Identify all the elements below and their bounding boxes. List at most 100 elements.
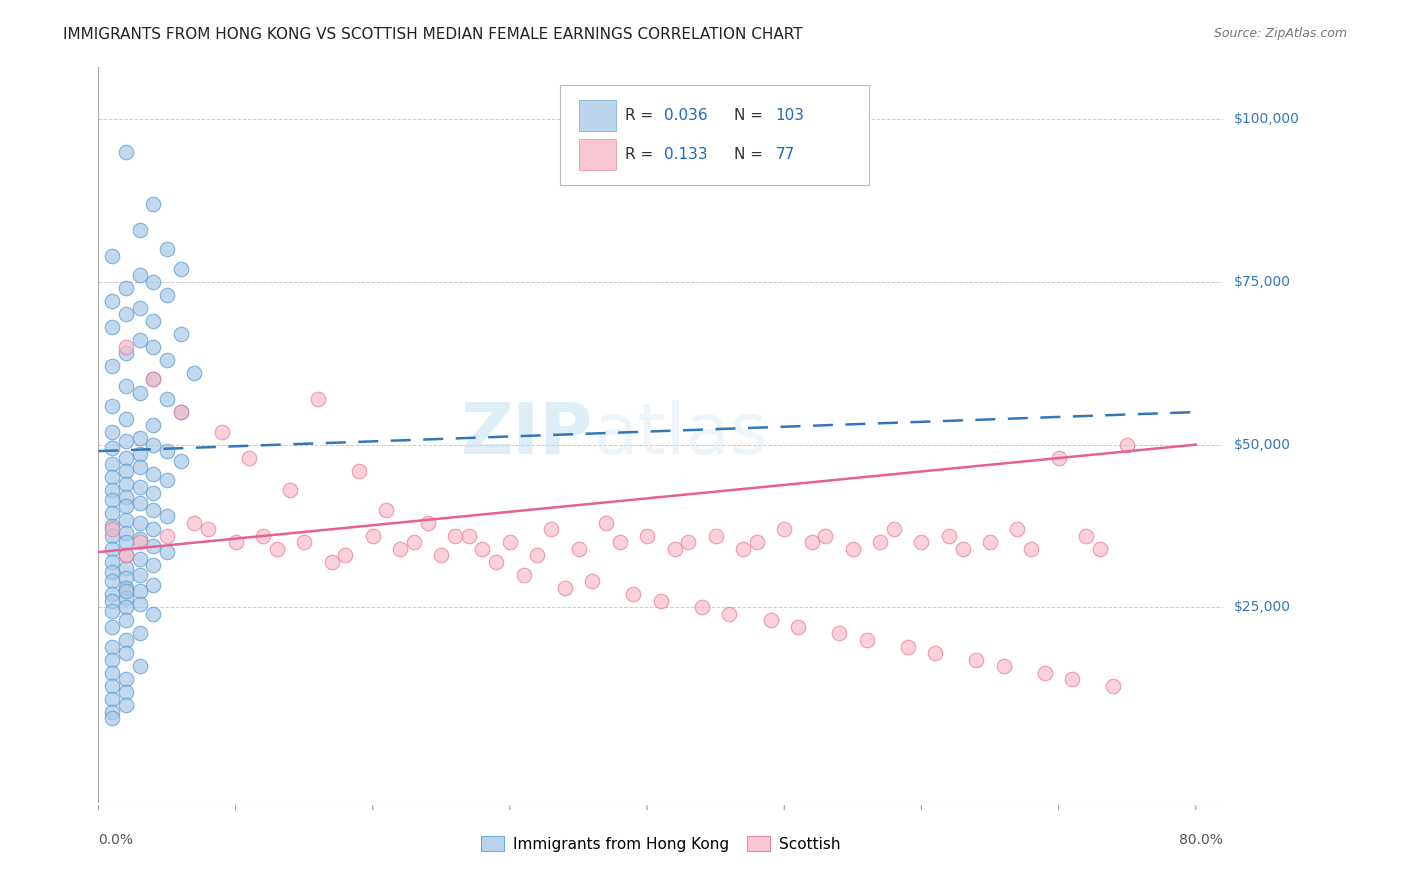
Point [128,301,150,315]
Point [101,640,124,654]
Point [142,502,165,516]
Point [101,652,124,666]
Point [855,632,877,647]
Point [101,441,124,455]
Point [733,541,755,556]
Point [115,614,138,628]
Text: N =: N = [734,147,773,162]
Point [402,535,425,549]
Point [101,483,124,498]
Point [979,535,1001,549]
Point [101,594,124,608]
Point [678,535,700,549]
Point [183,516,205,530]
Text: R =: R = [624,108,658,123]
Point [745,535,768,549]
Point [101,705,124,719]
Point [115,549,138,563]
Point [142,522,165,536]
Point [115,346,138,360]
Text: $100,000: $100,000 [1234,112,1301,126]
Point [759,614,782,628]
Point [128,334,150,348]
Text: ZIP: ZIP [461,401,593,469]
Point [142,539,165,553]
Point [115,512,138,526]
Point [128,460,150,475]
Point [128,385,150,400]
Text: 77: 77 [776,147,794,162]
Point [170,454,193,468]
Point [128,447,150,461]
FancyBboxPatch shape [579,100,616,131]
Point [211,425,233,439]
Point [101,425,124,439]
Point [526,549,548,563]
Point [156,242,179,256]
Point [1033,665,1056,680]
Point [115,464,138,478]
Point [704,529,727,543]
Point [142,437,165,451]
Legend: Immigrants from Hong Kong, Scottish: Immigrants from Hong Kong, Scottish [475,830,846,858]
Y-axis label: Median Female Earnings: Median Female Earnings [51,350,65,520]
Point [115,340,138,354]
Point [1088,541,1111,556]
Point [128,584,150,599]
Point [142,467,165,481]
Point [773,522,796,536]
Text: atlas: atlas [593,401,768,469]
Point [156,509,179,524]
Point [142,314,165,328]
Point [115,685,138,699]
Point [156,474,179,488]
Point [1074,529,1097,543]
Point [156,353,179,368]
Point [101,399,124,413]
Point [842,541,865,556]
Point [170,405,193,419]
Point [621,587,644,601]
Point [142,607,165,621]
Point [142,340,165,354]
Point [499,535,522,549]
Point [910,535,932,549]
Point [128,496,150,510]
Point [101,249,124,263]
Point [814,529,837,543]
Point [128,223,150,237]
Point [142,486,165,500]
Point [416,516,439,530]
Point [101,320,124,334]
Point [554,581,576,595]
Point [321,555,343,569]
Point [993,659,1015,673]
Point [156,392,179,406]
Point [115,476,138,491]
Point [361,529,384,543]
Point [266,541,288,556]
Point [115,379,138,393]
Point [335,549,357,563]
Point [128,597,150,611]
Point [444,529,467,543]
Point [128,567,150,582]
Point [115,411,138,425]
Text: 0.036: 0.036 [664,108,707,123]
Point [1007,522,1029,536]
Point [375,502,398,516]
Point [115,281,138,295]
Point [115,145,138,159]
Text: $50,000: $50,000 [1234,438,1291,451]
Point [609,535,631,549]
Point [115,600,138,615]
Point [115,535,138,549]
Point [115,561,138,575]
Point [1102,679,1125,693]
Point [952,541,974,556]
Point [101,470,124,484]
Point [128,626,150,640]
Point [101,604,124,618]
Point [101,541,124,556]
Point [115,434,138,449]
